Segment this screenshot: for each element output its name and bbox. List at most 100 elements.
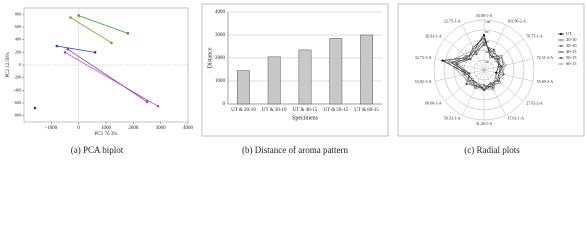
series-line <box>70 17 112 44</box>
legend-label: 60-15 <box>566 61 577 66</box>
x-tick-label: UT & 50-15 <box>323 108 348 113</box>
legend-label: 40-15 <box>566 49 577 54</box>
series-line <box>64 51 159 107</box>
y-tick-label: -400 <box>14 87 21 92</box>
spoke <box>483 69 524 102</box>
point <box>467 56 470 59</box>
point <box>502 73 505 76</box>
r-tick-label: 80 <box>485 30 489 34</box>
y-tick-label: 600 <box>15 24 21 29</box>
point <box>482 86 486 89</box>
r-tick-label: 100 <box>485 20 491 24</box>
point <box>494 59 497 62</box>
point <box>460 73 464 77</box>
x-tick-label: UT & 60-15 <box>354 108 379 113</box>
caption: (c) Radial plots <box>464 145 520 155</box>
y-tick-label: 800 <box>15 11 21 16</box>
caption: (a) PCA biplot <box>71 145 124 155</box>
point <box>69 16 72 19</box>
x-tick-label: 2000 <box>128 126 139 131</box>
y-tick-label: 3000 <box>215 33 226 38</box>
point <box>93 51 97 54</box>
point <box>156 104 160 108</box>
point <box>145 100 149 104</box>
y-axis-label: PC2 12.56% <box>6 52 11 77</box>
point <box>66 47 70 51</box>
point <box>474 50 477 54</box>
point <box>451 61 454 64</box>
point <box>491 51 494 54</box>
point <box>482 36 486 39</box>
y-tick-label: 4000 <box>215 10 226 15</box>
point <box>463 73 466 76</box>
x-tick-label: 3000 <box>156 126 167 131</box>
point <box>473 48 476 51</box>
point <box>475 53 478 56</box>
point <box>497 72 500 75</box>
y-tick-label: -600 <box>14 100 21 105</box>
x-axis-label: PC1 76.3% <box>95 132 118 137</box>
r-tick-label: 60 <box>485 40 489 44</box>
x-tick-label: UT & 40-15 <box>293 108 318 113</box>
bar <box>329 38 343 105</box>
legend-marker <box>559 32 563 36</box>
spoke <box>483 69 533 82</box>
category-label: 70.75-1-A <box>526 33 543 38</box>
category-label: 32.73-1-A <box>415 55 432 60</box>
category-label: 55.69-2-A <box>537 79 554 84</box>
point <box>453 62 456 65</box>
point <box>497 65 500 68</box>
point <box>475 84 478 87</box>
point <box>499 65 503 68</box>
point <box>469 79 472 83</box>
category-label: 102.90-2-A <box>507 18 526 23</box>
category-label: 37.02-1-A <box>507 116 524 121</box>
spoke <box>462 69 485 116</box>
legend-marker <box>559 44 563 48</box>
point <box>126 32 130 35</box>
point <box>496 79 499 83</box>
x-tick-label: 0 <box>77 126 80 131</box>
x-tick-label: 1000 <box>101 126 112 131</box>
legend-marker <box>559 38 563 42</box>
y-tick-label: -200 <box>14 75 21 80</box>
x-tick-label: UT & 20-10 <box>231 108 256 113</box>
x-axis-label: Specimens <box>292 115 319 121</box>
spoke <box>483 69 506 116</box>
point <box>463 53 466 56</box>
category-label: 27.02-2-A <box>526 101 543 106</box>
bar <box>236 70 250 105</box>
category-label: 22.75-1-A <box>444 18 461 23</box>
point <box>446 60 449 63</box>
legend-label: 50-15 <box>566 55 577 60</box>
bar <box>298 49 312 105</box>
spoke <box>483 58 533 71</box>
point <box>502 64 505 67</box>
category-label: 26.93-1-A <box>425 33 442 38</box>
r-tick-label: 20 <box>485 60 489 64</box>
panel-frame <box>201 3 389 137</box>
x-tick-label: UT & 30-10 <box>262 108 287 113</box>
point <box>441 59 444 62</box>
legend-label: UT <box>566 31 572 36</box>
legend-label: 30-10 <box>566 43 577 48</box>
point <box>490 84 493 87</box>
category-label: 72.31-2-A <box>537 55 554 60</box>
point <box>499 55 502 59</box>
y-axis-label: Distance <box>207 47 213 68</box>
x-tick-label: -1000 <box>45 126 57 131</box>
y-tick-label: 0 <box>223 102 226 107</box>
point <box>33 106 37 110</box>
point <box>489 82 492 85</box>
point <box>63 51 67 54</box>
spoke <box>483 24 506 71</box>
point <box>482 33 486 37</box>
point <box>491 86 494 90</box>
point <box>55 44 59 48</box>
point <box>469 57 472 61</box>
category-label: 31.26-1-A <box>476 121 493 126</box>
category-label: 60.00-1-A <box>425 101 442 106</box>
bar <box>267 56 281 105</box>
figure: -1000 0 1000 2000 3000 4000-800-600-400-20002… <box>6 3 585 156</box>
legend-marker <box>559 62 563 66</box>
